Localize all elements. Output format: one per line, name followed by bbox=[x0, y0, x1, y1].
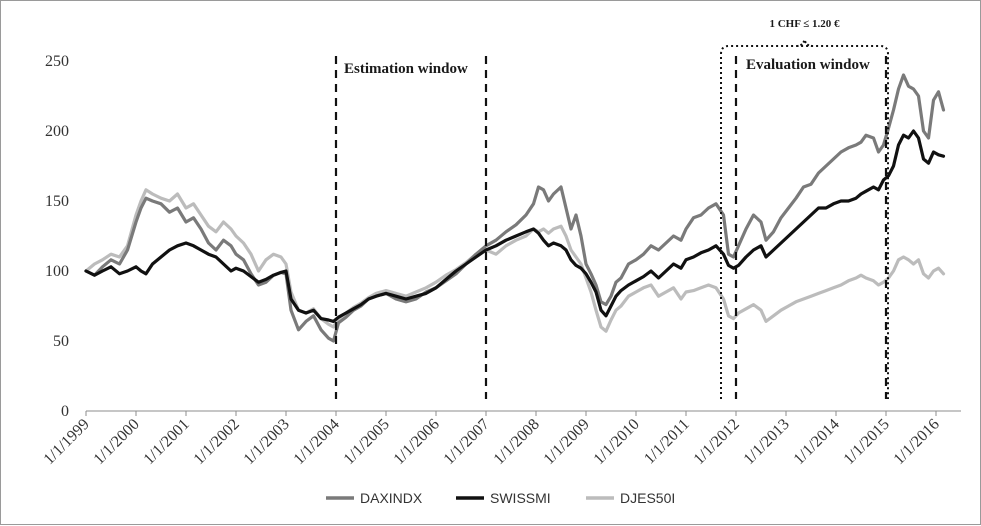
x-tick-label: 1/1/2010 bbox=[591, 416, 643, 468]
x-tick-label: 1/1/2005 bbox=[341, 416, 393, 468]
x-tick-label: 1/1/2003 bbox=[241, 416, 293, 468]
y-tick-label: 250 bbox=[45, 53, 69, 70]
x-tick-label: 1/1/2012 bbox=[691, 416, 743, 468]
series-line-daxindx bbox=[84, 73, 946, 343]
x-tick-label: 1/1/2002 bbox=[191, 416, 243, 468]
chf-floor-brace-tip bbox=[796, 36, 813, 47]
x-tick-label: 1/1/2009 bbox=[541, 416, 593, 468]
x-tick-label: 1/1/1999 bbox=[41, 416, 93, 468]
x-tick-label: 1/1/2000 bbox=[91, 416, 143, 468]
y-tick-label: 200 bbox=[45, 123, 69, 140]
legend-label-daxindx: DAXINDX bbox=[360, 490, 423, 506]
legend-label-swissmi: SWISSMI bbox=[490, 490, 551, 506]
x-tick-label: 1/1/2001 bbox=[141, 416, 193, 468]
y-tick-label: 50 bbox=[53, 333, 69, 350]
x-axis: 1/1/19991/1/20001/1/20011/1/20021/1/2003… bbox=[41, 410, 961, 468]
x-tick-label: 1/1/2014 bbox=[791, 416, 843, 468]
x-tick-label: 1/1/2006 bbox=[391, 416, 443, 468]
x-tick-label: 1/1/2008 bbox=[491, 416, 543, 468]
legend-label-djes50i: DJES50I bbox=[620, 490, 675, 506]
series-line-swissmi bbox=[84, 129, 946, 323]
series-layer bbox=[84, 73, 946, 343]
x-tick-label: 1/1/2011 bbox=[641, 416, 693, 468]
annotation-layer: Estimation window Evaluation window 1 CH… bbox=[334, 18, 889, 399]
evaluation-window-label: Evaluation window bbox=[746, 57, 870, 73]
x-tick-label: 1/1/2004 bbox=[291, 416, 343, 468]
x-tick-label: 1/1/2016 bbox=[891, 416, 943, 468]
chf-floor-label: 1 CHF ≤ 1.20 € bbox=[769, 18, 840, 30]
x-tick-label: 1/1/2013 bbox=[741, 416, 793, 468]
x-tick-label: 1/1/2015 bbox=[841, 416, 893, 468]
x-tick-label: 1/1/2007 bbox=[441, 416, 493, 468]
series-line-djes50i bbox=[84, 188, 946, 333]
y-tick-label: 0 bbox=[61, 403, 69, 420]
estimation-window-label: Estimation window bbox=[344, 61, 468, 77]
y-tick-label: 100 bbox=[45, 263, 69, 280]
y-axis: 0 50 100 150 200 250 bbox=[45, 53, 69, 420]
legend: DAXINDX SWISSMI DJES50I bbox=[326, 490, 675, 506]
y-tick-label: 150 bbox=[45, 193, 69, 210]
